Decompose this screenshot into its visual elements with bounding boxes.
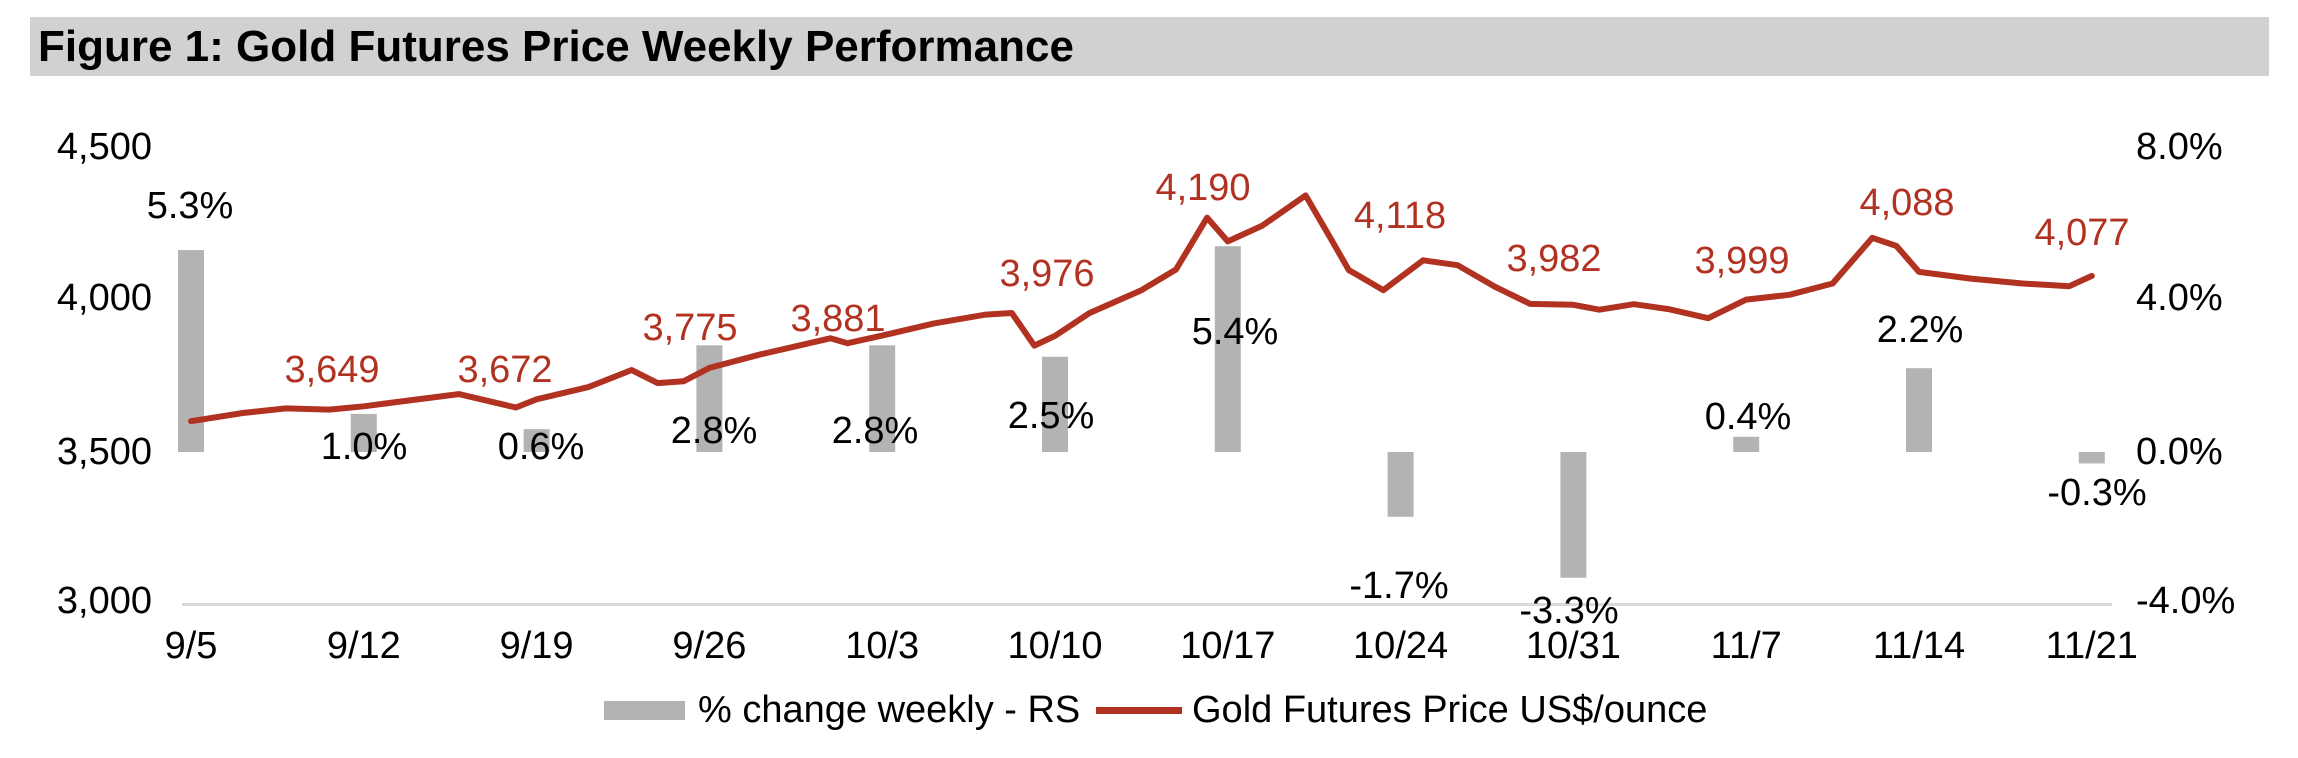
price-label-10/31: 3,982 xyxy=(1506,238,1601,280)
x-axis-tick-10/10: 10/10 xyxy=(1007,625,1102,667)
bar-week-10/31 xyxy=(1560,452,1587,578)
x-axis-tick-11/14: 11/14 xyxy=(1873,625,1965,667)
right-axis-tick-4: 4.0% xyxy=(2136,277,2223,319)
x-axis-tick-10/3: 10/3 xyxy=(845,625,919,667)
bar-week-10/10 xyxy=(1042,356,1068,452)
pct-label-9/5: 5.3% xyxy=(147,185,234,227)
x-axis-tick-11/21: 11/21 xyxy=(2046,625,2138,667)
x-axis-tick-11/7: 11/7 xyxy=(1711,625,1782,667)
pct-label-9/12: 1.0% xyxy=(321,426,408,468)
bar-week-9/19 xyxy=(523,429,550,452)
price-label-9/12: 3,649 xyxy=(284,349,379,391)
price-label-10/24: 4,118 xyxy=(1354,195,1446,237)
figure-title: Figure 1: Gold Futures Price Weekly Perf… xyxy=(38,22,1074,71)
pct-label-10/17: 5.4% xyxy=(1192,311,1279,353)
x-axis-tick-10/17: 10/17 xyxy=(1180,625,1275,667)
left-axis-tick-4000: 4,000 xyxy=(56,277,152,319)
right-axis-tick-0: 0.0% xyxy=(2136,431,2223,473)
price-label-10/10: 3,976 xyxy=(999,253,1094,295)
pct-label-11/14: 2.2% xyxy=(1877,309,1964,351)
figure-title-bar: Figure 1: Gold Futures Price Weekly Perf… xyxy=(30,17,2269,76)
right-axis-tick-8: 8.0% xyxy=(2136,126,2223,168)
price-label-11/14: 4,088 xyxy=(1859,182,1954,224)
price-label-10/3: 3,881 xyxy=(790,298,885,340)
pct-label-9/26: 2.8% xyxy=(671,410,758,452)
bar-week-10/3 xyxy=(869,345,896,452)
x-axis-tick-9/5: 9/5 xyxy=(165,625,218,667)
price-label-11/21: 4,077 xyxy=(2034,212,2129,254)
right-axis-tick-neg4: -4.0% xyxy=(2136,580,2236,622)
pct-label-10/3: 2.8% xyxy=(832,410,919,452)
x-axis-line xyxy=(182,603,2112,606)
x-axis-tick-9/26: 9/26 xyxy=(672,625,746,667)
x-axis-tick-10/24: 10/24 xyxy=(1353,625,1448,667)
x-axis-tick-9/12: 9/12 xyxy=(327,625,401,667)
left-axis-tick-3500: 3,500 xyxy=(56,431,152,473)
x-axis-tick-9/19: 9/19 xyxy=(500,625,574,667)
bar-week-10/17 xyxy=(1214,246,1241,452)
left-axis-tick-3000: 3,000 xyxy=(56,580,152,622)
gold-price-line xyxy=(188,192,2095,425)
pct-label-9/19: 0.6% xyxy=(498,426,585,468)
pct-label-10/31: -3.3% xyxy=(1519,590,1618,632)
price-label-9/19: 3,672 xyxy=(457,349,552,391)
pct-label-11/7: 0.4% xyxy=(1705,396,1792,438)
price-label-10/17: 4,190 xyxy=(1155,167,1250,209)
price-label-11/7: 3,999 xyxy=(1694,240,1789,282)
x-axis-tick-10/31: 10/31 xyxy=(1526,625,1621,667)
bar-week-11/14 xyxy=(1906,368,1932,452)
bar-week-11/7 xyxy=(1733,436,1760,452)
price-label-9/26: 3,775 xyxy=(642,307,737,349)
pct-label-10/10: 2.5% xyxy=(1008,395,1095,437)
bar-week-10/24 xyxy=(1387,452,1414,517)
bar-week-9/12 xyxy=(350,413,377,452)
bar-week-11/21 xyxy=(2078,452,2105,464)
left-axis-tick-4500: 4,500 xyxy=(56,126,152,168)
pct-label-11/21: -0.3% xyxy=(2047,472,2146,514)
pct-label-10/24: -1.7% xyxy=(1349,565,1448,607)
